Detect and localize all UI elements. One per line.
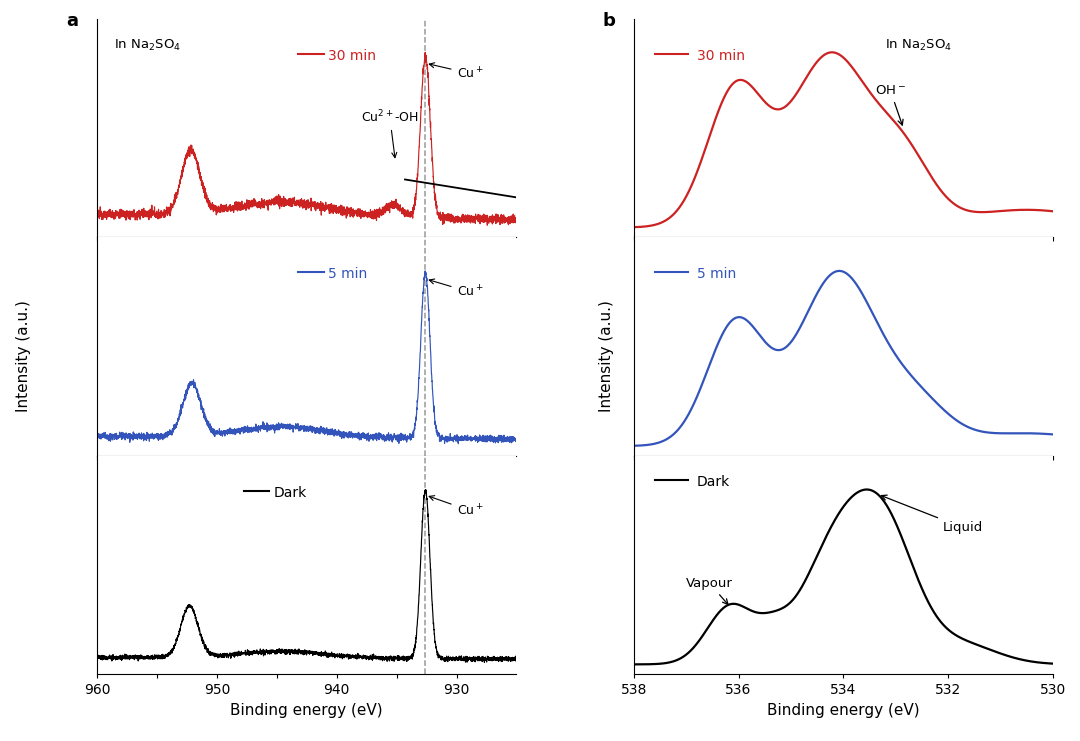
Text: Dark: Dark [697, 475, 730, 489]
Text: Intensity (a.u.): Intensity (a.u.) [599, 300, 615, 411]
Text: Cu$^+$: Cu$^+$ [429, 279, 484, 300]
Text: Dark: Dark [273, 486, 307, 500]
Text: b: b [603, 12, 616, 30]
Text: Cu$^+$: Cu$^+$ [429, 496, 484, 519]
Text: a: a [66, 12, 78, 30]
Text: In Na$_2$SO$_4$: In Na$_2$SO$_4$ [886, 39, 953, 53]
Text: Intensity (a.u.): Intensity (a.u.) [16, 300, 31, 411]
Text: Vapour: Vapour [686, 577, 733, 605]
X-axis label: Binding energy (eV): Binding energy (eV) [230, 703, 383, 718]
Text: 5 min: 5 min [327, 268, 367, 282]
Text: In Na$_2$SO$_4$: In Na$_2$SO$_4$ [114, 39, 181, 53]
Text: 30 min: 30 min [327, 49, 376, 63]
Text: Cu$^+$: Cu$^+$ [429, 63, 484, 82]
Text: 30 min: 30 min [697, 49, 745, 63]
Text: Cu$^{2+}$-OH: Cu$^{2+}$-OH [361, 108, 419, 158]
Text: 5 min: 5 min [697, 268, 735, 282]
X-axis label: Binding energy (eV): Binding energy (eV) [767, 703, 920, 718]
Text: Liquid: Liquid [881, 495, 983, 534]
Text: OH$^-$: OH$^-$ [875, 84, 906, 125]
